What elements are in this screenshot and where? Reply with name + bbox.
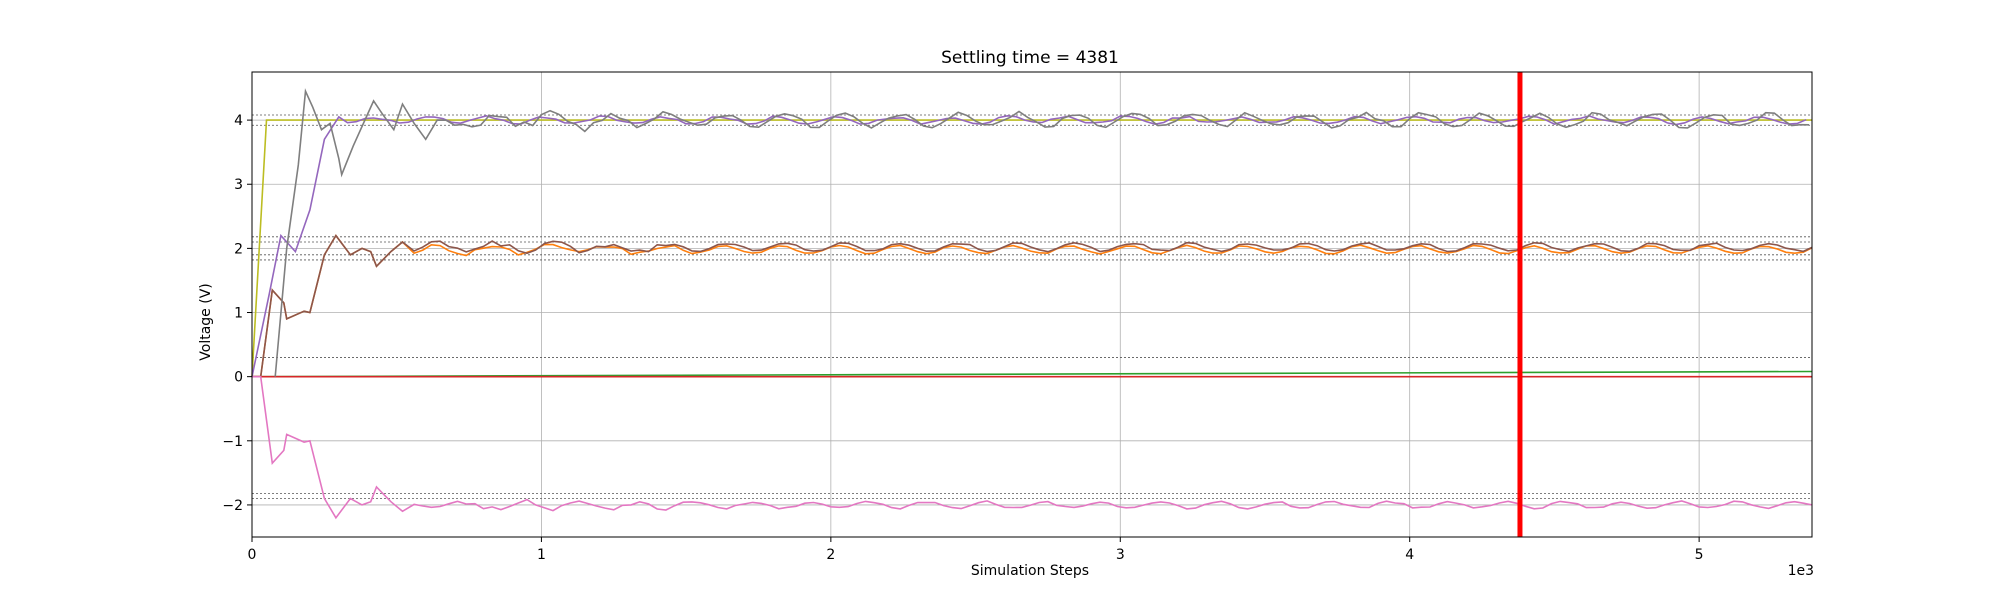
chart-title: Settling time = 4381	[941, 48, 1119, 68]
series-line	[252, 234, 1813, 378]
y-tick-label: −1	[222, 434, 243, 450]
grid	[251, 72, 1812, 537]
y-tick-label: −2	[222, 498, 243, 514]
x-tick-label: 1	[537, 547, 546, 563]
series-line	[252, 234, 1813, 378]
y-tick-label: 4	[234, 113, 243, 129]
x-tick-label: 3	[1116, 547, 1125, 563]
x-axis-label: Simulation Steps	[971, 563, 1089, 579]
y-tick-label: 3	[234, 177, 243, 193]
x-tick-label: 5	[1695, 547, 1704, 563]
y-axis-label: Voltage (V)	[198, 283, 214, 360]
x-tick-label: 0	[248, 547, 257, 563]
y-tick-label: 1	[234, 306, 243, 322]
series-line	[251, 119, 1812, 377]
x-axis-offset-text: 1e3	[1788, 563, 1814, 579]
x-tick-label: 4	[1405, 547, 1414, 563]
ticks: 0 1 2 3 4 5 −2 −1 0 1 2 3 4	[222, 113, 1703, 563]
series-line	[274, 88, 1810, 377]
series-line	[251, 370, 1813, 378]
series-line	[252, 375, 1813, 520]
y-tick-label: 0	[234, 370, 243, 386]
x-tick-label: 2	[826, 547, 835, 563]
y-tick-label: 2	[234, 241, 243, 257]
series-lines	[251, 88, 1813, 520]
plot-frame	[251, 71, 1813, 538]
tolerance-bands	[252, 114, 1812, 499]
